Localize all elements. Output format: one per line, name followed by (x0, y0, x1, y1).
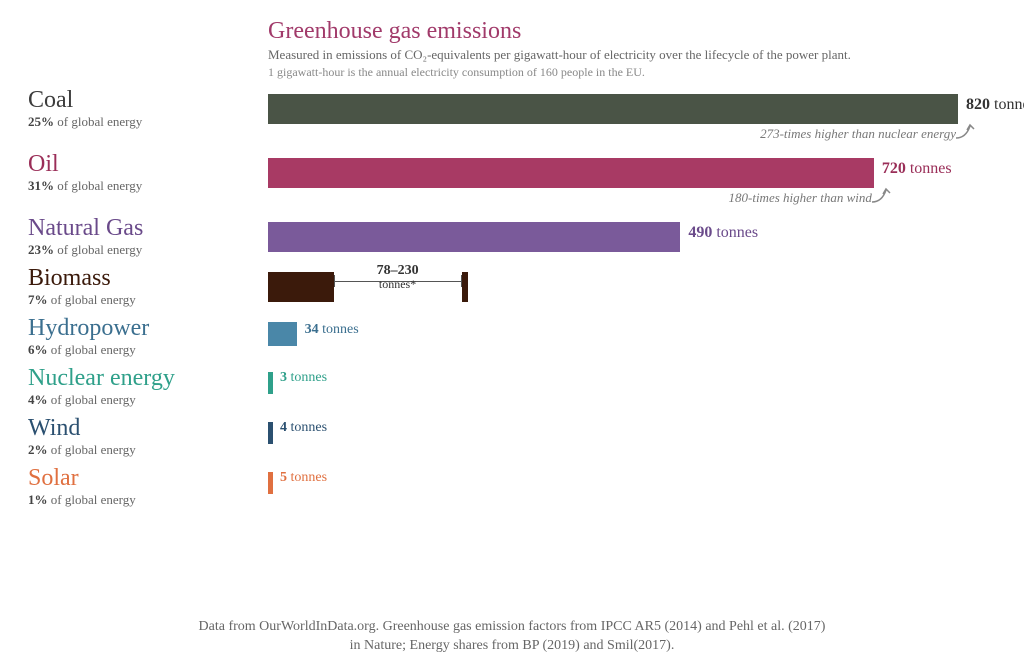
value-label: 34 tonnes (305, 322, 359, 338)
source-name: Natural Gas (28, 216, 260, 240)
bar (268, 472, 273, 494)
bar (268, 322, 297, 346)
value-label: 490 tonnes (688, 224, 758, 242)
arrow-icon (870, 186, 900, 206)
source-label-col: Nuclear energy 4% of global energy (28, 366, 268, 408)
source-name: Biomass (28, 266, 260, 290)
bar-col: 4 tonnes (268, 416, 996, 444)
chart-row: Oil 31% of global energy 720 tonnes180-tim… (28, 152, 996, 194)
source-share: 6% of global energy (28, 342, 260, 358)
value-label: 5 tonnes (280, 470, 327, 486)
source-share: 7% of global energy (28, 292, 260, 308)
chart-subnote: 1 gigawatt-hour is the annual electricit… (268, 65, 996, 80)
chart-header: Greenhouse gas emissions Measured in emi… (268, 18, 996, 80)
bar-col: 3 tonnes (268, 366, 996, 394)
source-name: Nuclear energy (28, 366, 260, 390)
value-label: 3 tonnes (280, 370, 327, 386)
source-share: 23% of global energy (28, 242, 260, 258)
chart-row: Solar 1% of global energy 5 tonnes (28, 466, 996, 508)
annotation: 273-times higher than nuclear energy (760, 126, 956, 142)
source-name: Hydropower (28, 316, 260, 340)
arrow-icon (954, 122, 984, 142)
chart-subtitle: Measured in emissions of CO₂-equivalents… (268, 47, 996, 64)
bar-col: 720 tonnes180-times higher than wind (268, 152, 996, 188)
bar-col: 34 tonnes (268, 316, 996, 346)
source-name: Oil (28, 152, 260, 176)
bar-col: 78–230tonnes* (268, 266, 996, 302)
bar-col: 820 tonnes273-times higher than nuclear … (268, 88, 996, 124)
value-label: 720 tonnes (882, 160, 952, 178)
source-name: Coal (28, 88, 260, 112)
chart-row: Wind 2% of global energy 4 tonnes (28, 416, 996, 458)
source-share: 31% of global energy (28, 178, 260, 194)
source-label-col: Oil 31% of global energy (28, 152, 268, 194)
bar (268, 272, 334, 302)
bar (268, 158, 874, 188)
source-name: Wind (28, 416, 260, 440)
chart-title: Greenhouse gas emissions (268, 18, 996, 45)
footer-line-1: Data from OurWorldInData.org. Greenhouse… (199, 619, 826, 634)
emissions-bar-chart: Coal 25% of global energy 820 tonnes273-ti… (28, 88, 996, 613)
source-name: Solar (28, 466, 260, 490)
chart-row: Nuclear energy 4% of global energy 3 tonne… (28, 366, 996, 408)
source-share: 2% of global energy (28, 442, 260, 458)
bar-col: 5 tonnes (268, 466, 996, 494)
source-label-col: Wind 2% of global energy (28, 416, 268, 458)
source-share: 1% of global energy (28, 492, 260, 508)
source-label-col: Biomass 7% of global energy (28, 266, 268, 308)
annotation: 180-times higher than wind (729, 190, 872, 206)
footer-line-2: in Nature; Energy shares from BP (2019) … (350, 638, 675, 653)
bar (268, 372, 273, 394)
chart-footer: Data from OurWorldInData.org. Greenhouse… (28, 617, 996, 656)
source-label-col: Solar 1% of global energy (28, 466, 268, 508)
range-label: 78–230tonnes* (334, 264, 462, 290)
source-label-col: Natural Gas 23% of global energy (28, 216, 268, 258)
bar-col: 490 tonnes (268, 216, 996, 252)
source-share: 25% of global energy (28, 114, 260, 130)
chart-row: Coal 25% of global energy 820 tonnes273-ti… (28, 88, 996, 130)
range-tick (462, 272, 468, 302)
chart-row: Hydropower 6% of global energy 34 tonnes (28, 316, 996, 358)
bar (268, 222, 680, 252)
chart-row: Biomass 7% of global energy 78–230tonnes* (28, 266, 996, 308)
source-label-col: Coal 25% of global energy (28, 88, 268, 130)
source-share: 4% of global energy (28, 392, 260, 408)
bar (268, 94, 958, 124)
source-label-col: Hydropower 6% of global energy (28, 316, 268, 358)
value-label: 4 tonnes (280, 420, 327, 436)
value-label: 820 tonnes (966, 96, 1024, 114)
bar (268, 422, 273, 444)
chart-row: Natural Gas 23% of global energy 490 tonne… (28, 216, 996, 258)
